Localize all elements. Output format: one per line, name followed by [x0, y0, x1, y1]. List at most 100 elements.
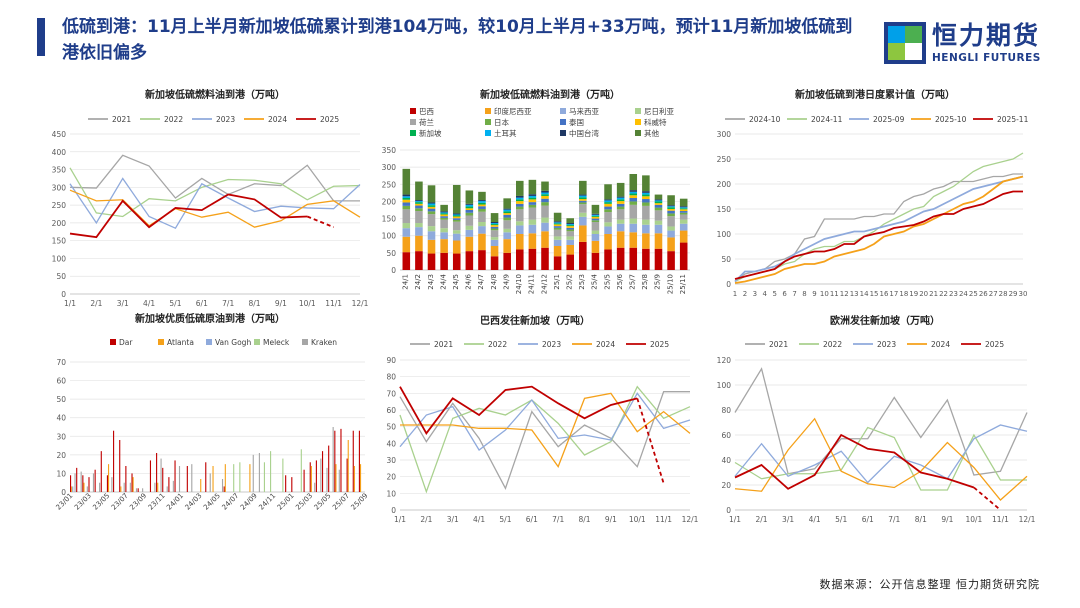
x-tick-label: 11/1 — [992, 515, 1009, 524]
bar-Kraken — [209, 473, 211, 492]
title-accent-bar — [37, 18, 45, 56]
bar-segment-印度尼西亚 — [629, 232, 638, 248]
x-tick-label: 9/1 — [941, 515, 953, 524]
bar-segment-荷兰 — [452, 221, 461, 231]
y-tick-label: 0 — [726, 506, 731, 515]
bar-segment-日本 — [579, 202, 587, 205]
data-source-note: 数据来源：公开信息整理 恒力期货研究院 — [819, 578, 1040, 591]
legend-label: Dar — [119, 338, 133, 347]
legend-label: 2021 — [434, 340, 453, 349]
x-tick-label: 28 — [999, 290, 1008, 298]
legend-label: 2022 — [164, 115, 183, 124]
bar-segment-新加坡 — [503, 211, 511, 214]
bar-segment-日本 — [427, 211, 436, 215]
bar-segment-科威特 — [415, 203, 423, 206]
bar-segment-新加坡 — [465, 206, 474, 209]
bar-segment-马来西亚 — [452, 233, 461, 241]
bar-Atlanta — [107, 464, 110, 492]
bar-segment-马来西亚 — [440, 232, 448, 240]
legend-label: 尼日利亚 — [644, 106, 674, 116]
legend-swatch — [302, 339, 308, 345]
bar-segment-土耳其 — [503, 209, 511, 212]
bar-segment-土耳其 — [566, 224, 574, 226]
bar-segment-其他 — [616, 182, 625, 197]
bar-segment-尼日利亚 — [604, 222, 612, 227]
x-tick-label: 4/1 — [809, 515, 821, 524]
bar-segment-其他 — [629, 174, 638, 191]
bar-segment-尼日利亚 — [541, 217, 549, 223]
y-tick-label: 150 — [382, 215, 397, 224]
x-tick-label: 1/1 — [64, 299, 76, 308]
bar-segment-新加坡 — [591, 215, 600, 217]
legend-label: 2025 — [985, 340, 1004, 349]
bar-segment-泰国 — [642, 199, 650, 203]
x-tick-label: 24/2 — [414, 274, 422, 290]
bar-segment-巴西 — [654, 248, 663, 270]
bar-Dar — [328, 445, 330, 492]
x-tick-label: 25/3 — [578, 274, 586, 290]
x-tick-label: 25/5 — [603, 274, 611, 290]
series-line-2024 — [400, 392, 691, 469]
legend-label: 科威特 — [644, 117, 667, 127]
x-tick-label: 8/1 — [249, 299, 261, 308]
x-tick-label: 12/1 — [352, 299, 369, 308]
x-tick-label: 10/1 — [965, 515, 982, 524]
chart-title: 欧洲发往新加坡（万吨） — [830, 314, 940, 327]
legend-label: 2021 — [769, 340, 788, 349]
legend-swatch — [560, 108, 566, 114]
y-tick-label: 60 — [386, 406, 396, 415]
bar-segment-尼日利亚 — [452, 230, 461, 234]
bar-segment-印度尼西亚 — [528, 233, 537, 249]
bar-segment-泰国 — [528, 202, 537, 205]
bar-Kraken — [221, 479, 224, 492]
bar-segment-其他 — [465, 190, 474, 204]
bar-segment-泰国 — [440, 216, 448, 218]
legend-swatch — [158, 339, 164, 345]
chart-europe-to-singapore: 欧洲发往新加坡（万吨） 0 20 40 60 80 100 120 1/1 2/1 3/1 4/1 5/… — [717, 314, 1036, 524]
bar-Kraken — [154, 482, 156, 492]
series-line-2025-10 — [734, 175, 1024, 284]
bar-segment-其他 — [642, 175, 650, 192]
bar-segment-其他 — [516, 180, 524, 196]
bar-segment-尼日利亚 — [415, 223, 423, 228]
bar-Dar — [88, 477, 90, 492]
bar-segment-尼日利亚 — [402, 223, 411, 229]
bar-segment-中国台湾 — [579, 194, 587, 196]
bar-segment-印度尼西亚 — [616, 231, 625, 248]
bar-segment-其他 — [566, 218, 574, 224]
chart-sg-lsfo-arrivals-yearly: 新加坡低硫燃料油到港（万吨） 0 50 100 150 200 250 300 350 400 45… — [52, 88, 369, 308]
bar-Dar — [346, 458, 348, 492]
x-tick-label: 17 — [889, 290, 898, 298]
bar-Kraken — [338, 469, 340, 492]
bar-Dar — [223, 486, 225, 492]
bar-segment-荷兰 — [503, 220, 511, 229]
legend-swatch — [110, 339, 116, 345]
x-tick-label: 23 — [949, 290, 958, 298]
bar-Atlanta — [120, 486, 122, 492]
bar-segment-中国台湾 — [516, 195, 524, 198]
y-tick-label: 100 — [717, 381, 732, 390]
bar-segment-日本 — [629, 201, 638, 205]
bar-segment-巴西 — [604, 249, 612, 270]
bar-Dar — [321, 451, 324, 492]
legend-label: 2022 — [488, 340, 507, 349]
bar-segment-新加坡 — [667, 207, 675, 209]
bar-Kraken — [191, 464, 193, 492]
x-tick-label: 24/5 — [452, 274, 460, 290]
bar-segment-科威特 — [591, 216, 600, 219]
bar-segment-中国台湾 — [642, 191, 650, 193]
bar-Dar — [205, 462, 207, 492]
bar-segment-泰国 — [541, 198, 549, 203]
bar-segment-巴西 — [679, 242, 688, 270]
x-tick-label: 26 — [979, 290, 988, 298]
bar-segment-其他 — [553, 212, 562, 222]
series-line-2025 — [399, 385, 638, 435]
bar-segment-日本 — [516, 206, 524, 210]
bar-segment-泰国 — [667, 210, 675, 214]
bar-segment-其他 — [667, 195, 675, 206]
bar-segment-尼日利亚 — [553, 236, 562, 240]
bar-segment-中国台湾 — [452, 213, 461, 215]
bar-segment-巴西 — [503, 252, 511, 270]
bar-segment-马来西亚 — [503, 232, 511, 240]
x-tick-label: 24/03 — [184, 492, 204, 512]
